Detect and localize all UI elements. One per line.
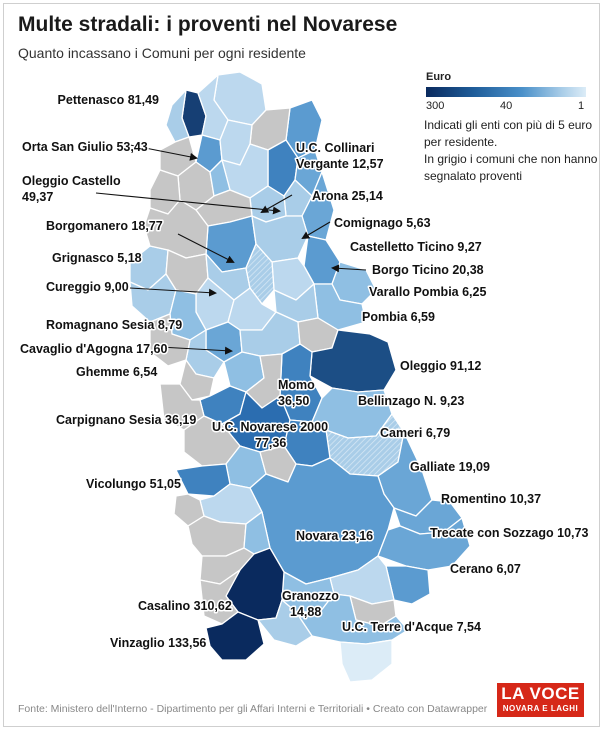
legend-title: Euro	[426, 71, 452, 83]
logo-title: LA VOCE	[501, 684, 580, 703]
legend-mid-label: 40	[500, 100, 513, 112]
label-ghemme: Ghemme 6,54	[76, 365, 157, 379]
label-grignasco: Grignasco 5,18	[52, 251, 142, 265]
label-collinari-value: Vergante 12,57	[296, 157, 384, 171]
label-borgomanero: Borgomanero 18,77	[46, 219, 163, 233]
label-arona: Arona 25,14	[312, 189, 383, 203]
label-comignago: Comignago 5,63	[334, 216, 431, 230]
area-mid-grey-4	[149, 313, 191, 367]
label-cameri: Cameri 6,79	[380, 426, 450, 440]
label-romentino: Romentino 10,37	[441, 492, 541, 506]
legend-note-threshold: Indicati gli enti con più di 5 euro per …	[424, 118, 593, 149]
label-vicolungo: Vicolungo 51,05	[86, 477, 181, 491]
label-momo-value: 36,50	[278, 394, 309, 408]
label-oleggio: Oleggio 91,12	[400, 359, 481, 373]
municipalities	[129, 71, 471, 683]
brand-logo[interactable]: LA VOCE NOVARA E LAGHI	[497, 683, 584, 717]
label-momo: Momo	[278, 378, 315, 392]
label-cavaglio: Cavaglio d'Agogna 17,60	[20, 342, 168, 356]
area-trecate	[377, 517, 471, 571]
legend-note: Indicati gli enti con più di 5 euro per …	[424, 117, 599, 185]
label-romagnano: Romagnano Sesia 8,79	[46, 318, 182, 332]
label-carpignano: Carpignano Sesia 36,19	[56, 413, 196, 427]
label-collinari: U.C. Collinari	[296, 141, 374, 155]
area-vinzaglio	[205, 611, 265, 661]
label-uc-novarese: U.C. Novarese 2000	[212, 420, 328, 434]
label-uc-terre: U.C. Terre d'Acque 7,54	[342, 620, 481, 634]
legend-note-grey: In grigio i comuni che non hanno segnala…	[424, 152, 598, 183]
label-trecate: Trecate con Sozzago 10,73	[430, 526, 588, 540]
logo-subtitle: NOVARA E LAGHI	[502, 704, 579, 713]
leader-lines	[95, 144, 367, 355]
label-granozzo: Granozzo	[282, 589, 339, 603]
area-oleggio	[309, 329, 397, 393]
area-south-tip	[339, 639, 393, 683]
chart-title: Multe stradali: i proventi nel Novarese	[18, 13, 398, 36]
label-cerano: Cerano 6,07	[450, 562, 521, 576]
legend-max-label: 300	[426, 100, 445, 112]
label-vinzaglio: Vinzaglio 133,56	[110, 636, 206, 650]
label-bellinzago: Bellinzago N. 9,23	[358, 394, 464, 408]
label-casalino: Casalino 310,62	[138, 599, 232, 613]
label-galliate: Galliate 19,09	[410, 460, 490, 474]
label-oleggio-castello: Oleggio Castello	[22, 174, 121, 188]
label-cureggio: Cureggio 9,00	[46, 280, 129, 294]
label-oleggio-castello-value: 49,37	[22, 190, 53, 204]
label-orta: Orta San Giulio 53,43	[22, 140, 148, 154]
map-labels: Pettenasco 81,49 Orta San Giulio 53,43 U…	[19, 92, 590, 652]
legend-color-bar	[426, 87, 586, 97]
label-varallo-pombia: Varallo Pombia 6,25	[369, 285, 486, 299]
area-low-grey-2	[159, 383, 205, 431]
source-footer: Fonte: Ministero dell'Interno - Dipartim…	[18, 703, 488, 715]
label-pombia: Pombia 6,59	[362, 310, 435, 324]
legend-min-label: 1	[578, 100, 585, 112]
label-borgo-ticino: Borgo Ticino 20,38	[372, 263, 484, 277]
label-castelletto: Castelletto Ticino 9,27	[350, 240, 482, 254]
chart-subtitle: Quanto incassano i Comuni per ogni resid…	[18, 45, 306, 61]
label-uc-novarese-value: 77,36	[255, 436, 286, 450]
label-novara: Novara 23,16	[296, 529, 373, 543]
label-pettenasco: Pettenasco 81,49	[58, 93, 159, 107]
area-low-grey-9	[199, 569, 241, 625]
chart-frame	[3, 3, 600, 727]
label-granozzo-value: 14,88	[290, 605, 321, 619]
area-low-5	[257, 599, 313, 647]
